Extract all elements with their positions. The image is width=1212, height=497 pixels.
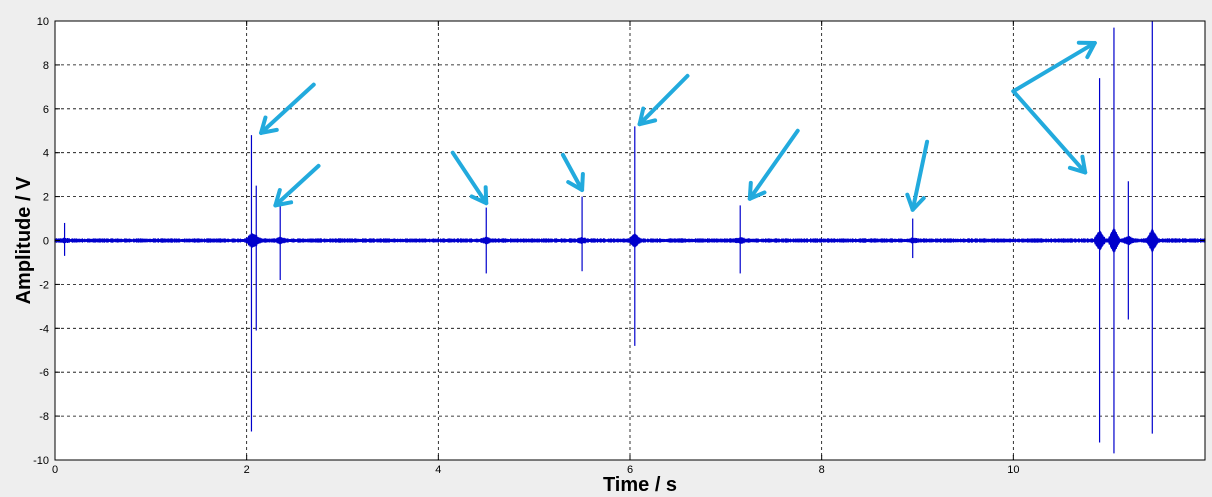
x-tick-label: 2 xyxy=(244,464,250,476)
y-tick-label: 0 xyxy=(43,236,49,248)
annotation-arrows xyxy=(259,40,1097,212)
x-tick-label: 10 xyxy=(1007,464,1019,476)
y-tick-label: 4 xyxy=(43,148,49,160)
y-tick-label: -10 xyxy=(33,455,49,467)
axis-ticks: 0 2 4 6 8 10 -10 -8 -6 -4 -2 0 2 4 6 8 10 xyxy=(33,16,1205,476)
x-tick-label: 8 xyxy=(819,464,825,476)
y-tick-label: 10 xyxy=(37,16,49,28)
annotation-arrow xyxy=(450,150,489,206)
x-tick-label: 0 xyxy=(52,464,58,476)
y-tick-label: -2 xyxy=(39,279,49,291)
annotation-arrow xyxy=(259,82,316,135)
x-tick-label: 6 xyxy=(627,464,633,476)
annotation-arrow xyxy=(637,73,690,127)
annotation-arrow xyxy=(905,139,930,212)
annotation-arrow xyxy=(560,152,585,193)
signal-trace xyxy=(54,21,1206,454)
x-axis-label: Time / s xyxy=(603,474,677,496)
annotation-arrow xyxy=(747,128,800,201)
y-tick-label: 8 xyxy=(43,60,49,72)
y-tick-label: 2 xyxy=(43,192,49,204)
annotation-arrow xyxy=(273,163,321,208)
y-tick-label: -4 xyxy=(39,323,49,335)
annotation-arrow xyxy=(1011,40,1097,94)
y-tick-label: 6 xyxy=(43,104,49,116)
y-tick-label: -8 xyxy=(39,411,49,423)
y-tick-label: -6 xyxy=(39,367,49,379)
annotation-arrow xyxy=(1011,89,1088,175)
x-tick-label: 4 xyxy=(435,464,441,476)
y-axis-label: Amplitude / V xyxy=(13,176,35,304)
